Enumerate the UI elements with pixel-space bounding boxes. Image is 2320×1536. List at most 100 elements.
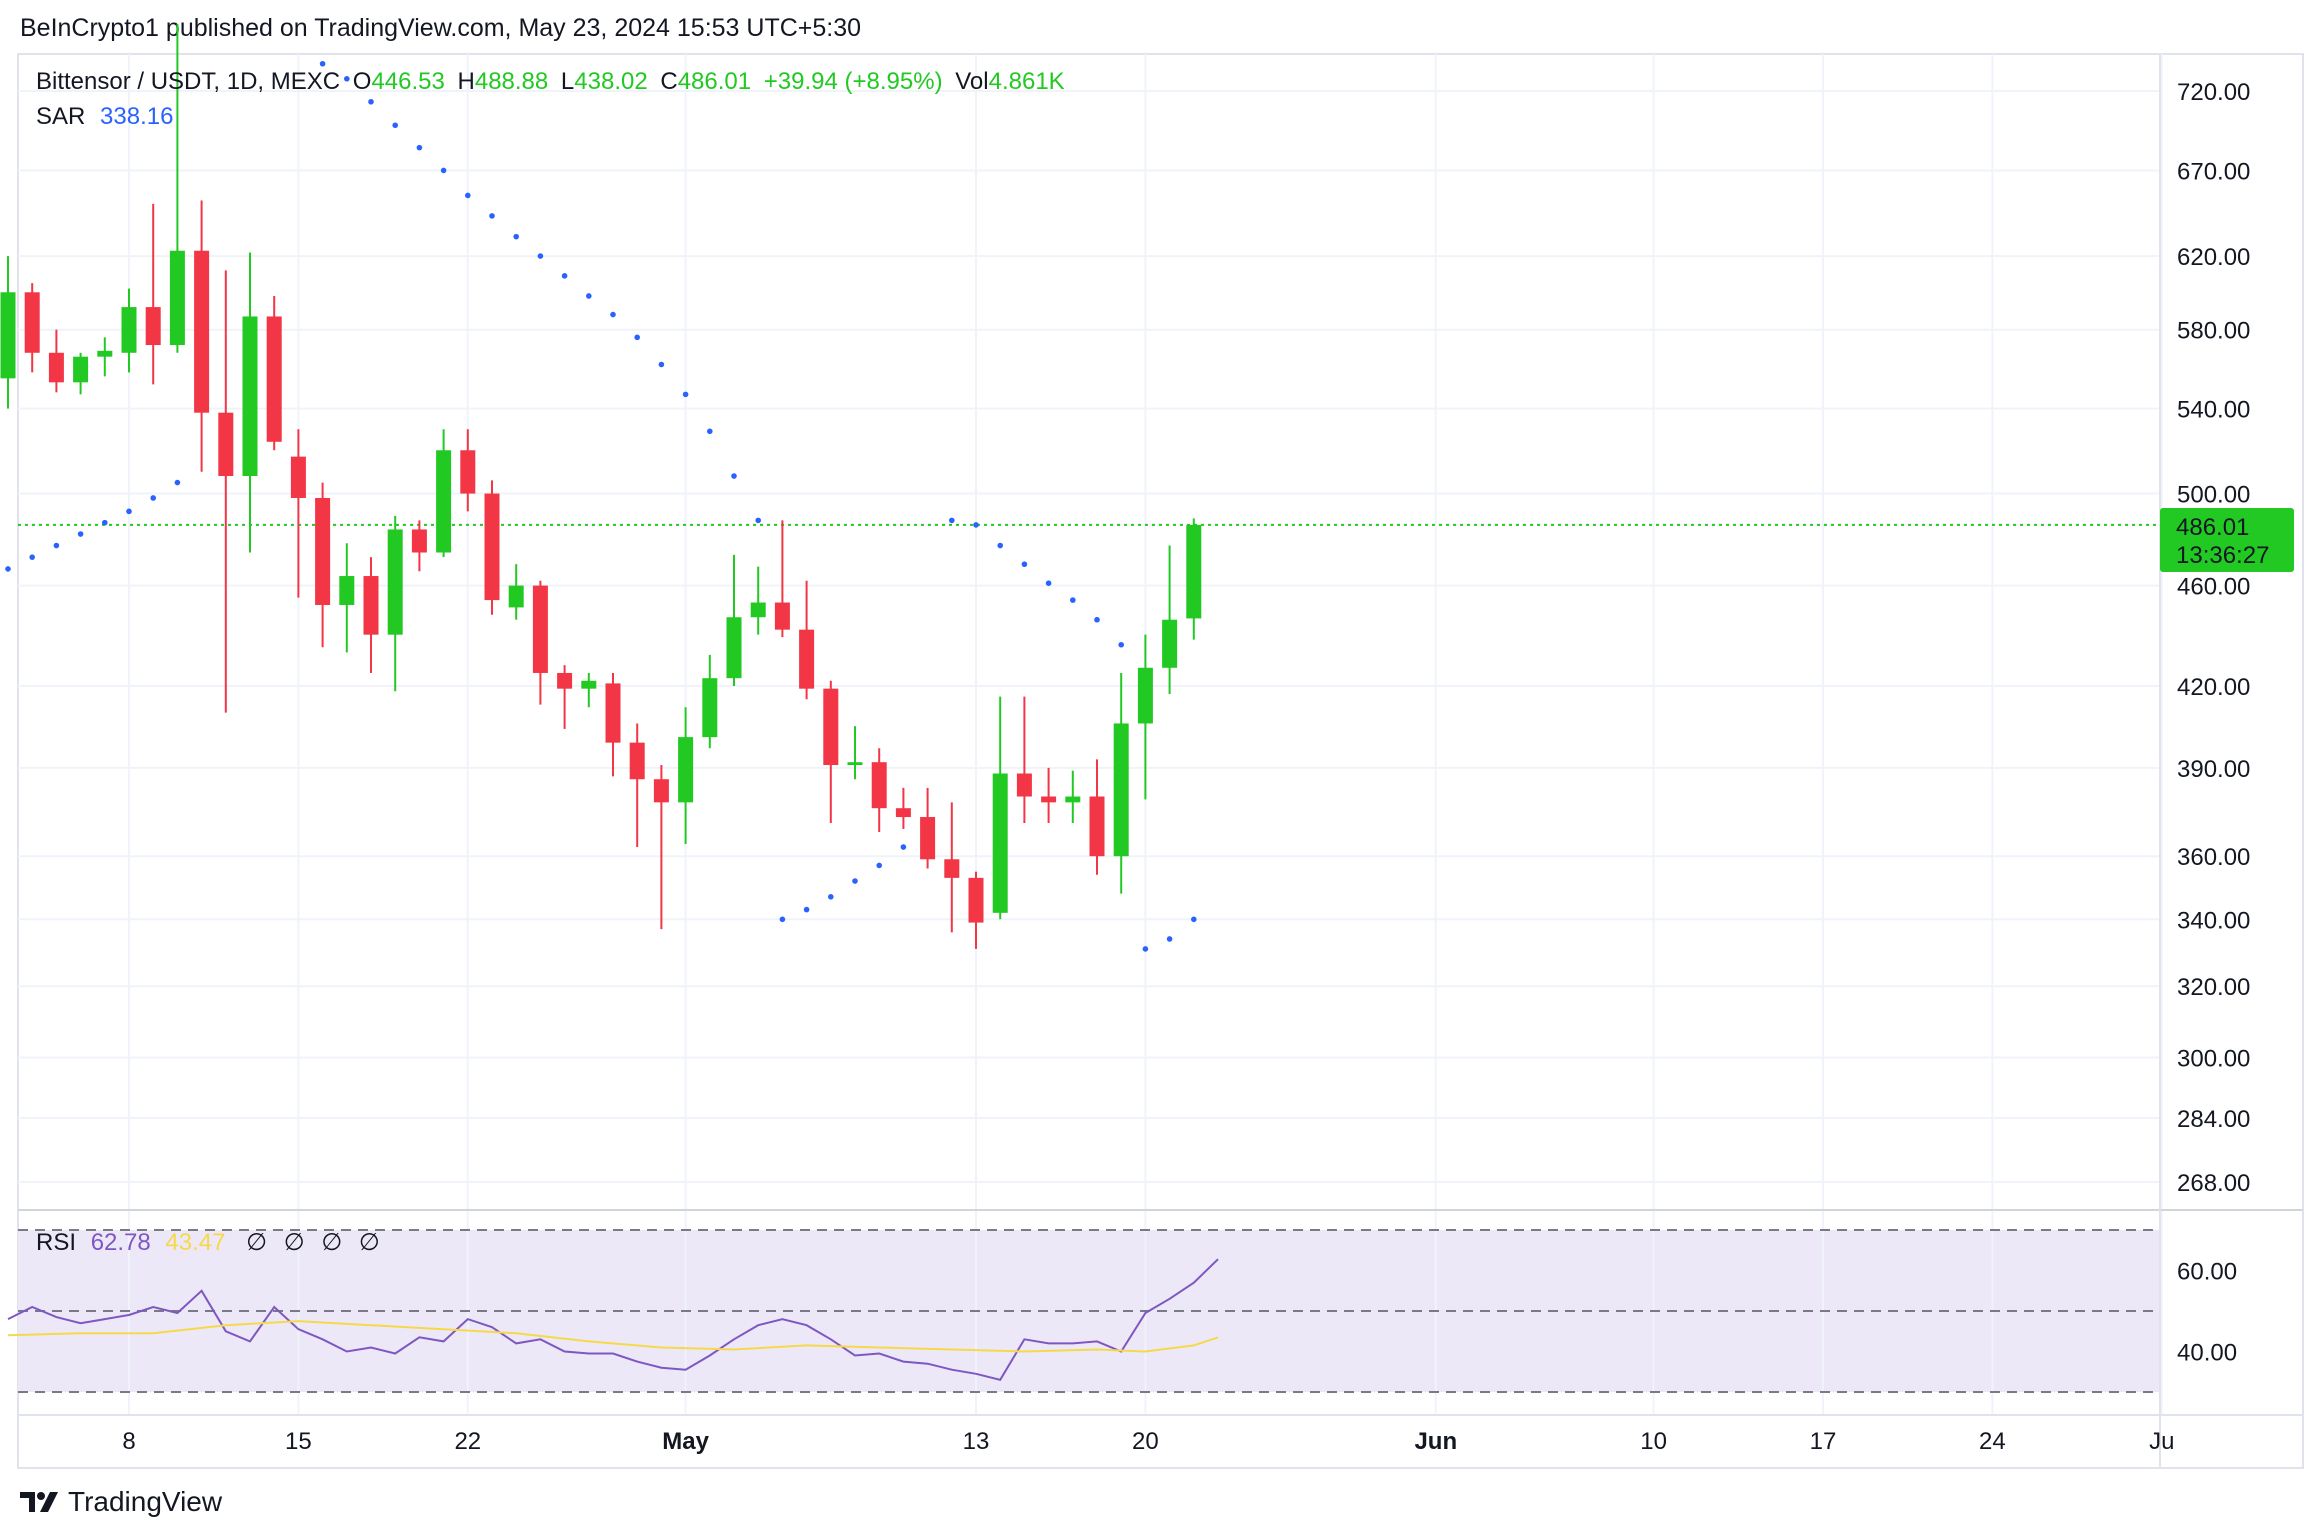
sar-dot bbox=[102, 519, 108, 526]
sar-dot bbox=[150, 495, 156, 501]
candle bbox=[532, 580, 548, 705]
candle bbox=[1113, 672, 1129, 894]
sar-dot bbox=[803, 906, 810, 913]
candle-body bbox=[774, 602, 790, 630]
candle bbox=[678, 707, 694, 845]
candle bbox=[73, 352, 89, 395]
rsi-legend[interactable]: RSI 62.78 43.47 ∅ ∅ ∅ ∅ bbox=[36, 1228, 380, 1257]
sar-dot bbox=[513, 233, 519, 240]
candle-body bbox=[847, 762, 863, 766]
candle-body bbox=[194, 250, 210, 413]
candle-body bbox=[629, 742, 645, 780]
candle-body bbox=[1089, 796, 1105, 857]
candle bbox=[290, 429, 306, 598]
candle-body bbox=[73, 356, 89, 383]
time-tick-label: 8 bbox=[122, 1428, 135, 1455]
sar-dot bbox=[465, 192, 471, 199]
price-tick-label: 390.00 bbox=[2177, 756, 2250, 783]
candle-body bbox=[339, 576, 355, 605]
candle-body bbox=[363, 576, 379, 635]
candle bbox=[218, 270, 234, 713]
ohlc-legend: Bittensor / USDT, 1D, MEXC O446.53 H488.… bbox=[36, 68, 1071, 96]
footer-brand[interactable]: TradingView bbox=[20, 1486, 222, 1518]
sar-dot bbox=[707, 428, 713, 435]
rsi-value: 62.78 bbox=[90, 1229, 151, 1256]
last-price-tag-countdown: 13:36:27 bbox=[2176, 542, 2269, 569]
candle bbox=[799, 580, 815, 700]
candle-body bbox=[1162, 619, 1178, 668]
candle bbox=[871, 748, 887, 832]
sar-series bbox=[5, 60, 1197, 952]
price-tick-label: 300.00 bbox=[2177, 1045, 2250, 1072]
sar-value: 338.16 bbox=[100, 103, 174, 130]
time-tick-label: 22 bbox=[454, 1428, 481, 1455]
candle bbox=[1016, 696, 1032, 823]
candle bbox=[750, 566, 766, 635]
publisher-line: BeInCrypto1 published on TradingView.com… bbox=[20, 14, 862, 42]
price-tick-label: 670.00 bbox=[2177, 158, 2250, 185]
candle bbox=[653, 765, 669, 930]
candle bbox=[97, 337, 113, 377]
price-tick-label: 340.00 bbox=[2177, 907, 2250, 934]
time-axis-ticks: 8 15 22 May 13 20 Jun 10 17 24 Ju bbox=[122, 1428, 2174, 1455]
candle-body bbox=[871, 762, 887, 809]
sar-dot bbox=[876, 862, 882, 869]
low-value: 438.02 bbox=[574, 68, 648, 95]
candle-body bbox=[315, 497, 331, 605]
open-label: O bbox=[352, 68, 372, 95]
candle-body bbox=[97, 350, 113, 357]
candle-body bbox=[726, 617, 742, 679]
sar-dot bbox=[610, 311, 616, 318]
high-label: H bbox=[457, 68, 475, 95]
close-label: C bbox=[660, 68, 678, 95]
symbol-label[interactable]: Bittensor / USDT, 1D, MEXC bbox=[36, 68, 341, 95]
candle bbox=[1041, 767, 1057, 823]
rsi-series bbox=[7, 1258, 1219, 1381]
candle bbox=[315, 482, 331, 648]
candle-body bbox=[823, 688, 839, 766]
change-value: +39.94 (+8.95%) bbox=[763, 68, 943, 95]
sar-dot bbox=[682, 391, 689, 398]
candle bbox=[944, 802, 960, 933]
price-tick-label: 360.00 bbox=[2177, 844, 2250, 871]
sar-dot bbox=[1045, 580, 1052, 587]
sar-dot bbox=[126, 508, 132, 515]
candle-series bbox=[0, 24, 1202, 949]
candle bbox=[605, 672, 621, 777]
candle-body bbox=[508, 585, 524, 608]
time-tick-label: May bbox=[662, 1428, 709, 1455]
sar-dot bbox=[658, 361, 665, 368]
candle bbox=[895, 787, 911, 829]
vol-value: 4.861K bbox=[988, 68, 1065, 95]
candle-body bbox=[218, 412, 234, 477]
sar-dot bbox=[174, 479, 181, 486]
candle bbox=[629, 723, 645, 848]
rsi-ma-line bbox=[7, 1320, 1219, 1353]
na-mark: ∅ bbox=[246, 1229, 268, 1256]
candle-body bbox=[1113, 723, 1129, 857]
close-value: 486.01 bbox=[677, 68, 752, 95]
candle bbox=[48, 329, 64, 393]
candle-body bbox=[799, 629, 815, 689]
tradingview-logo-icon bbox=[20, 1492, 58, 1512]
time-tick-label: 20 bbox=[1132, 1428, 1159, 1455]
sar-legend[interactable]: SAR 338.16 bbox=[36, 103, 173, 131]
candle-body bbox=[387, 529, 403, 635]
candle bbox=[823, 680, 839, 823]
na-mark: ∅ bbox=[283, 1229, 305, 1256]
price-tick-label: 620.00 bbox=[2177, 244, 2250, 271]
price-tick-label: 284.00 bbox=[2177, 1106, 2250, 1133]
sar-dot bbox=[634, 334, 640, 341]
last-price-tag-price: 486.01 bbox=[2176, 514, 2249, 541]
candle-body bbox=[581, 680, 597, 689]
candle bbox=[774, 520, 790, 638]
candle bbox=[0, 256, 16, 409]
sar-dot bbox=[949, 517, 955, 524]
candle-body bbox=[460, 450, 476, 494]
candle-body bbox=[702, 678, 718, 738]
sar-dot bbox=[53, 542, 60, 549]
candle-body bbox=[944, 859, 960, 878]
sar-dot bbox=[561, 273, 568, 279]
candle bbox=[968, 871, 984, 949]
